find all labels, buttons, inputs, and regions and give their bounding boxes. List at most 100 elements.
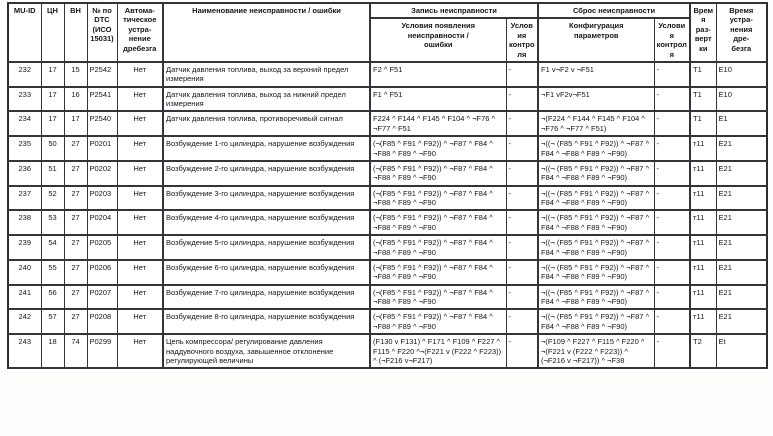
cell-t_scan: т11 (689, 283, 717, 311)
cell-appear: F224 ^ F144 ^ F145 ^ F104 ^ ¬F76 ^ ¬F77 … (369, 110, 507, 138)
col-header-debounce-time: Время устра- нения дре- безга (715, 2, 768, 63)
cell-t_scan: т11 (689, 308, 717, 336)
cell-t_deb: E1 (715, 110, 768, 138)
cell-dtc: P0206 (86, 258, 118, 286)
cell-name: Датчик давления топлива, противоречивый … (162, 110, 371, 138)
cell-appear_ctrl: - (505, 209, 539, 237)
cell-muid: 233 (7, 85, 42, 113)
header-row-groups: MU-ID ЦН ВН № по DTC (ИСО 15031) Автома-… (7, 1, 768, 63)
cell-muid: 241 (7, 283, 42, 311)
cell-t_deb: E21 (715, 234, 768, 261)
cell-muid: 242 (7, 308, 42, 336)
cell-vn: 16 (63, 85, 88, 113)
group-header-fault-reset: Сброс неисправности (537, 1, 691, 20)
cell-appear: F2 ^ F51 (369, 60, 507, 88)
cell-cn: 55 (40, 258, 65, 286)
cell-reset: ¬((¬ (F85 ^ F91 ^ F92)) ^ ¬F87 ^ F84 ^ ¬… (537, 234, 655, 261)
cell-auto: Нет (116, 283, 164, 311)
cell-cn: 53 (40, 209, 65, 237)
cell-name: Датчик давления топлива, выход за верхни… (162, 60, 371, 88)
cell-appear_ctrl: - (505, 135, 539, 162)
cell-appear: (F130 v F131) ^ F171 ^ F109 ^ F227 ^ F11… (369, 333, 507, 370)
cell-appear: (¬(F85 ^ F91 ^ F92)) ^ ¬F87 ^ F84 ^ ¬F88… (369, 283, 507, 311)
cell-vn: 27 (63, 234, 88, 261)
cell-appear_ctrl: - (505, 184, 539, 212)
cell-reset_ctrl: - (653, 333, 691, 370)
cell-reset: ¬(F224 ^ F144 ^ F145 ^ F104 ^ ¬F76 ^ ¬F7… (537, 110, 655, 138)
cell-appear_ctrl: - (505, 283, 539, 311)
cell-vn: 27 (63, 159, 88, 187)
cell-cn: 50 (40, 135, 65, 162)
cell-t_deb: E21 (715, 308, 768, 336)
cell-reset_ctrl: - (653, 283, 691, 311)
cell-dtc: P2542 (86, 60, 118, 88)
table-row: 241 56 27 P0207 Нет Возбуждение 7-го цилиндра… (7, 283, 768, 311)
cell-reset_ctrl: - (653, 308, 691, 336)
cell-dtc: P0205 (86, 234, 118, 261)
cell-t_scan: т11 (689, 258, 717, 286)
cell-appear_ctrl: - (505, 159, 539, 187)
cell-auto: Нет (116, 333, 164, 370)
cell-muid: 240 (7, 258, 42, 286)
cell-muid: 234 (7, 110, 42, 138)
col-header-reset-control: Условия контроля (653, 17, 691, 63)
cell-auto: Нет (116, 159, 164, 187)
table-row: 235 50 27 P0201 Нет Возбуждение 1-го цилиндра… (7, 135, 768, 162)
cell-t_scan: т11 (689, 209, 717, 237)
cell-dtc: P0204 (86, 209, 118, 237)
table-row: 232 17 15 P2542 Нет Датчик давления топлива, … (7, 60, 768, 88)
col-header-dtc: № по DTC (ИСО 15031) (86, 2, 118, 63)
cell-t_scan: T2 (689, 333, 717, 370)
cell-auto: Нет (116, 135, 164, 162)
cell-name: Возбуждение 6-го цилиндра, нарушение воз… (162, 258, 371, 286)
cell-cn: 18 (40, 333, 65, 370)
cell-t_deb: E21 (715, 135, 768, 162)
cell-appear_ctrl: - (505, 60, 539, 88)
table-body: 232 17 15 P2542 Нет Датчик давления топлива, … (7, 60, 768, 370)
cell-t_deb: E21 (715, 209, 768, 237)
cell-appear_ctrl: - (505, 85, 539, 113)
table-row: 238 53 27 P0204 Нет Возбуждение 4-го цилиндра… (7, 209, 768, 237)
cell-auto: Нет (116, 184, 164, 212)
cell-appear_ctrl: - (505, 333, 539, 370)
cell-reset: F1 v¬F2 v ¬F51 (537, 60, 655, 88)
cell-dtc: P2541 (86, 85, 118, 113)
cell-reset_ctrl: - (653, 60, 691, 88)
cell-t_deb: E10 (715, 85, 768, 113)
cell-reset: ¬((¬ (F85 ^ F91 ^ F92)) ^ ¬F87 ^ F84 ^ ¬… (537, 283, 655, 311)
col-header-scan-time: Время раз- вертки (689, 2, 717, 63)
cell-vn: 27 (63, 135, 88, 162)
cell-name: Возбуждение 4-го цилиндра, нарушение воз… (162, 209, 371, 237)
cell-auto: Нет (116, 308, 164, 336)
cell-appear: (¬(F85 ^ F91 ^ F92)) ^ ¬F87 ^ F84 ^ ¬F88… (369, 308, 507, 336)
cell-cn: 52 (40, 184, 65, 212)
cell-name: Возбуждение 3-го цилиндра, нарушение воз… (162, 184, 371, 212)
table-row: 243 18 74 P0299 Нет Цепь компрессора/ регулир… (7, 333, 768, 370)
dtc-fault-table: MU-ID ЦН ВН № по DTC (ИСО 15031) Автома-… (7, 1, 769, 370)
col-header-appear-control: Условия контроля (505, 17, 539, 63)
cell-t_deb: E21 (715, 159, 768, 187)
cell-dtc: P0203 (86, 184, 118, 212)
cell-t_scan: т11 (689, 184, 717, 212)
cell-reset_ctrl: - (653, 234, 691, 261)
col-header-muid: MU-ID (7, 2, 42, 63)
cell-appear_ctrl: - (505, 258, 539, 286)
cell-appear: (¬(F85 ^ F91 ^ F92)) ^ ¬F87 ^ F84 ^ ¬F88… (369, 258, 507, 286)
col-header-cn: ЦН (40, 2, 65, 63)
cell-vn: 27 (63, 308, 88, 336)
col-header-appear-conditions: Условия появления неисправности / ошибки (369, 17, 507, 63)
col-header-param-config: Конфигурация параметров (537, 17, 655, 63)
cell-name: Возбуждение 7-го цилиндра, нарушение воз… (162, 283, 371, 311)
cell-vn: 15 (63, 60, 88, 88)
col-header-fault-name: Наименование неисправности / ошибки (162, 2, 371, 63)
cell-muid: 232 (7, 60, 42, 88)
cell-auto: Нет (116, 110, 164, 138)
cell-appear: (¬(F85 ^ F91 ^ F92)) ^ ¬F87 ^ F84 ^ ¬F88… (369, 209, 507, 237)
cell-cn: 17 (40, 60, 65, 88)
cell-t_deb: E21 (715, 184, 768, 212)
cell-t_deb: E10 (715, 60, 768, 88)
cell-reset_ctrl: - (653, 85, 691, 113)
cell-auto: Нет (116, 258, 164, 286)
cell-t_scan: T1 (689, 85, 717, 113)
cell-t_deb: E21 (715, 258, 768, 286)
